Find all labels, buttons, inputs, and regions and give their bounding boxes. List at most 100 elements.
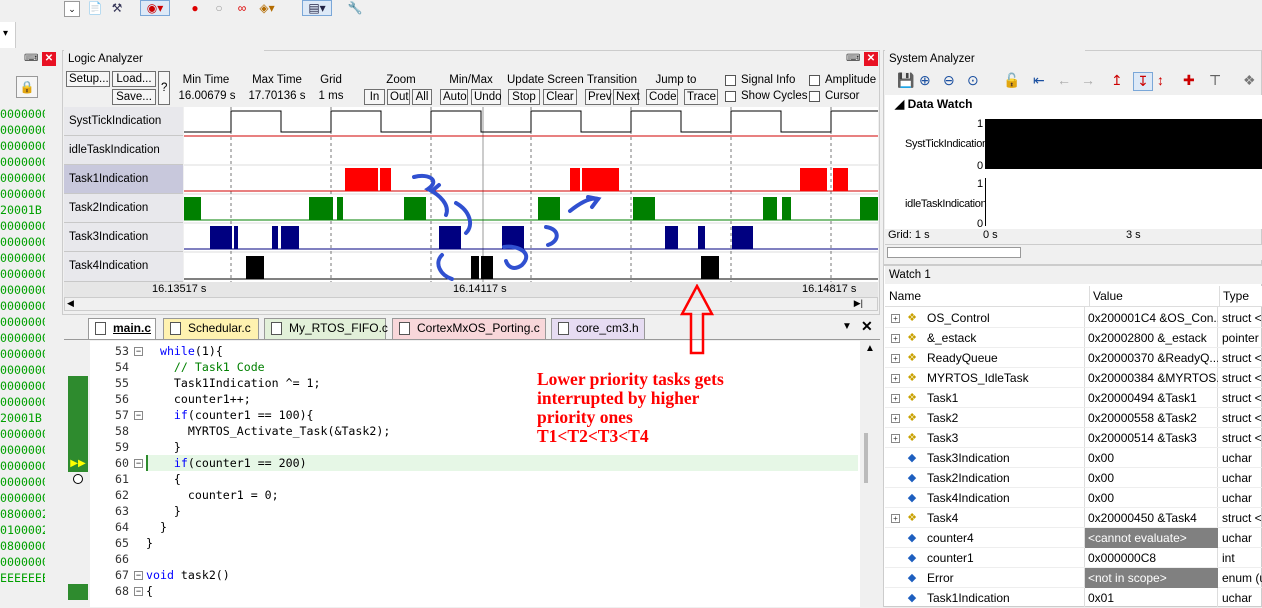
setup-button[interactable]: Setup...: [66, 71, 110, 87]
debug-zoom-icon[interactable]: ◉▾: [140, 0, 170, 16]
signal-name-idle[interactable]: idleTaskIndication: [64, 136, 183, 165]
watch-value[interactable]: 0x20000514 &Task3: [1088, 431, 1197, 445]
signal-info-checkbox[interactable]: [725, 75, 736, 86]
signal-name-task3[interactable]: Task3Indication: [64, 223, 183, 252]
code-button[interactable]: Code: [646, 89, 678, 105]
watch-row[interactable]: ◆ Task3Indication 0x00 uchar: [885, 448, 1262, 468]
go-start-icon[interactable]: ⇤: [1033, 72, 1045, 88]
show-cycles-checkbox[interactable]: [725, 91, 736, 102]
zoom-in-button[interactable]: In: [364, 89, 385, 105]
step-icon[interactable]: 📄: [87, 1, 103, 15]
code-line[interactable]: counter1 = 0;: [146, 488, 279, 502]
rising-edge-icon[interactable]: ↥: [1111, 72, 1123, 88]
expand-icon[interactable]: +: [891, 354, 900, 363]
chevron-down-icon[interactable]: ▾: [3, 28, 9, 39]
watch-row[interactable]: ◆ Task1Indication 0x01 uchar: [885, 588, 1262, 608]
watch-row[interactable]: + ❖ MYRTOS_IdleTask 0x20000384 &MYRTOS... st…: [885, 368, 1262, 388]
code-line[interactable]: void task2(): [146, 568, 230, 582]
scroll-up-icon[interactable]: ▲: [865, 343, 875, 354]
tab-core-cm3-h[interactable]: core_cm3.h: [551, 318, 645, 339]
signal-name-task4[interactable]: Task4Indication: [64, 252, 183, 282]
settings-icon[interactable]: ❖: [1243, 72, 1256, 88]
watch-value[interactable]: 0x20002800 &_estack: [1088, 331, 1207, 345]
watch-value[interactable]: 0x00: [1088, 471, 1115, 485]
fold-toggle-icon[interactable]: −: [134, 586, 143, 596]
watch-value[interactable]: 0x20000370 &ReadyQ...: [1088, 351, 1218, 365]
watch-row[interactable]: ◆ counter1 0x000000C8 int: [885, 548, 1262, 568]
col-type-header[interactable]: Type: [1219, 286, 1249, 307]
watch-row[interactable]: + ❖ Task1 0x20000494 &Task1 struct <: [885, 388, 1262, 408]
cursor-checkbox[interactable]: [809, 91, 820, 102]
watch-row[interactable]: ◆ Error <not in scope> enum (u: [885, 568, 1262, 588]
scroll-right-icon[interactable]: ▶|: [853, 298, 863, 308]
fold-toggle-icon[interactable]: −: [134, 458, 143, 468]
editor-body[interactable]: [64, 341, 880, 607]
code-line[interactable]: if(counter1 == 100){: [173, 408, 314, 422]
help-button[interactable]: ?: [158, 71, 170, 105]
watch-value[interactable]: 0x20000558 &Task2: [1088, 411, 1197, 425]
next-button[interactable]: Next: [613, 89, 640, 105]
go-prev-icon[interactable]: ←: [1057, 72, 1071, 88]
code-line[interactable]: Task1Indication ^= 1;: [146, 376, 321, 390]
lock-icon[interactable]: 🔓: [1003, 72, 1021, 88]
load-button[interactable]: Load...: [112, 71, 156, 87]
code-line[interactable]: }: [146, 504, 181, 518]
zoom-out-button[interactable]: Out: [387, 89, 410, 105]
tab-schedular-c[interactable]: Schedular.c: [163, 318, 259, 339]
code-line[interactable]: }: [146, 520, 167, 534]
code-line[interactable]: // Task1 Code: [146, 360, 265, 374]
expand-icon[interactable]: +: [891, 314, 900, 323]
code-line[interactable]: {: [146, 584, 153, 598]
watch-row[interactable]: + ❖ Task2 0x20000558 &Task2 struct <: [885, 408, 1262, 428]
breakpoint-disabled-icon[interactable]: ○: [215, 1, 223, 15]
watch-value[interactable]: 0x00: [1088, 451, 1115, 465]
watch-row[interactable]: + ❖ Task3 0x20000514 &Task3 struct <: [885, 428, 1262, 448]
watch-value[interactable]: <not in scope>: [1085, 568, 1218, 588]
watch-row[interactable]: ◆ Task4Indication 0x00 uchar: [885, 488, 1262, 508]
watch-value[interactable]: 0x20000494 &Task1: [1088, 391, 1197, 405]
expand-icon[interactable]: +: [891, 514, 900, 523]
col-value-header[interactable]: Value: [1089, 286, 1123, 307]
watch-value[interactable]: 0x01: [1088, 591, 1115, 605]
watch-row[interactable]: + ❖ ReadyQueue 0x20000370 &ReadyQ... struct …: [885, 348, 1262, 368]
watch-row[interactable]: ◆ Task2Indication 0x00 uchar: [885, 468, 1262, 488]
amplitude-checkbox[interactable]: [809, 75, 820, 86]
go-next-icon[interactable]: →: [1081, 72, 1095, 88]
prev-button[interactable]: Prev: [585, 89, 612, 105]
tab-cortexmxos-porting-c[interactable]: CortexMxOS_Porting.c: [392, 318, 546, 339]
watch-value[interactable]: 0x00: [1088, 491, 1115, 505]
settings-wrench-icon[interactable]: 🔧: [347, 1, 363, 15]
zoom-in-icon[interactable]: ⊕: [919, 72, 931, 88]
la-horizontal-scrollbar[interactable]: ◀ ▶|: [64, 297, 878, 311]
close-icon[interactable]: ✕: [864, 52, 878, 66]
code-line[interactable]: counter1++;: [146, 392, 251, 406]
watch-row[interactable]: ◆ counter4 <cannot evaluate> uchar: [885, 528, 1262, 548]
memory-lock-icon[interactable]: 🔒: [16, 76, 38, 98]
fold-toggle-icon[interactable]: −: [134, 346, 143, 356]
falling-edge-icon[interactable]: ↧: [1133, 72, 1153, 91]
editor-close-icon[interactable]: ✕: [861, 318, 873, 334]
sa-scroll-thumb[interactable]: [887, 247, 1021, 258]
fold-toggle-icon[interactable]: −: [134, 410, 143, 420]
signal-name-systick[interactable]: SystTickIndication: [64, 107, 183, 136]
trace-button[interactable]: Trace: [684, 89, 718, 105]
cursor-marker-icon[interactable]: ✚: [1183, 72, 1195, 88]
pin-icon[interactable]: ⌨: [24, 53, 39, 64]
expand-icon[interactable]: +: [891, 334, 900, 343]
watch-value[interactable]: 0x20000384 &MYRTOS...: [1088, 371, 1218, 385]
breakpoint-marker-icon[interactable]: [73, 474, 83, 484]
save-button[interactable]: Save...: [112, 89, 156, 105]
undo-button[interactable]: Undo: [471, 89, 502, 105]
scroll-thumb[interactable]: [864, 433, 868, 483]
signal-name-task2[interactable]: Task2Indication: [64, 194, 183, 223]
expand-icon[interactable]: +: [891, 394, 900, 403]
col-name-header[interactable]: Name: [889, 289, 922, 303]
clear-breakpoints-icon[interactable]: ◈▾: [259, 1, 275, 15]
zoom-out-icon[interactable]: ⊖: [943, 72, 955, 88]
code-line[interactable]: if(counter1 == 200): [173, 456, 307, 470]
run-icon[interactable]: ⚒: [111, 1, 123, 15]
editor-vertical-scrollbar[interactable]: ▲: [860, 341, 880, 607]
expand-icon[interactable]: +: [891, 374, 900, 383]
zoom-all-button[interactable]: All: [412, 89, 432, 105]
tab-main-c[interactable]: main.c: [88, 318, 156, 339]
